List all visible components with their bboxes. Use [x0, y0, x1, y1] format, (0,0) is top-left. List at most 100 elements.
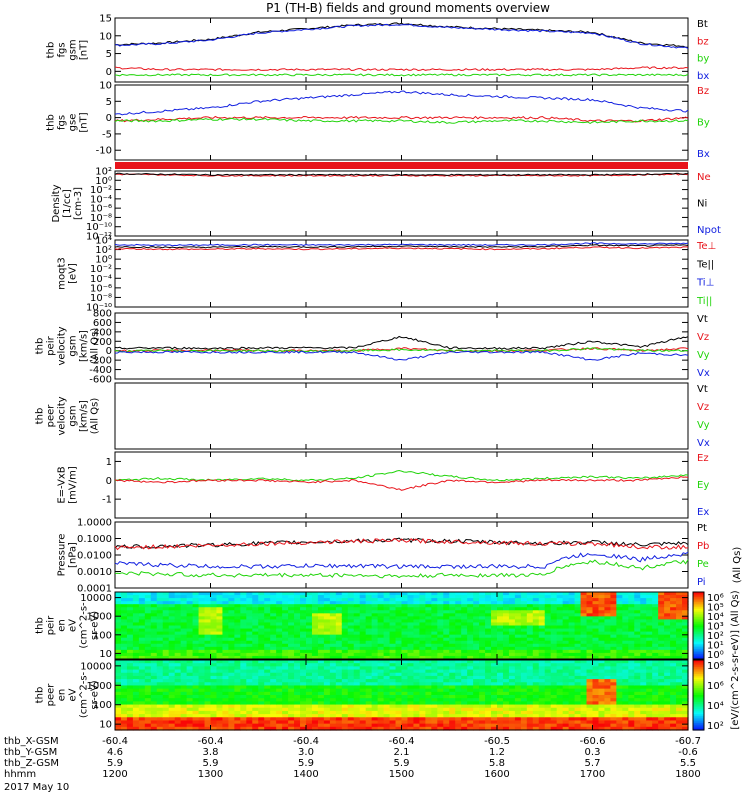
heatmap-cell: [407, 643, 415, 648]
heatmap-cell: [323, 704, 331, 709]
heatmap-cell: [443, 691, 450, 696]
heatmap-cell: [479, 720, 486, 725]
heatmap-cell: [544, 669, 552, 674]
heatmap-cell: [192, 669, 200, 674]
heatmap-cell: [664, 669, 671, 674]
heatmap-cell: [479, 622, 486, 627]
heatmap-cell: [162, 704, 170, 709]
heatmap-cell: [144, 714, 152, 718]
heatmap-cell: [395, 679, 403, 683]
heatmap-cell: [162, 634, 170, 639]
heatmap-cell: [622, 707, 629, 712]
heatmap-cell: [210, 691, 218, 696]
heatmap-cell: [138, 701, 146, 706]
colorbar-cell: [693, 597, 704, 600]
heatmap-cell: [222, 652, 230, 657]
heatmap-cell: [311, 666, 319, 671]
y-tick-label: 10⁻⁸: [90, 213, 112, 224]
heatmap-cell: [431, 704, 438, 709]
heatmap-cell: [270, 701, 277, 706]
heatmap-cell: [598, 604, 606, 608]
heatmap-cell: [485, 634, 492, 639]
colorbar-cell: [693, 615, 704, 618]
heatmap-cell: [132, 610, 140, 614]
heatmap-cell: [407, 625, 415, 630]
heatmap-cell: [186, 720, 194, 725]
heatmap-cell: [532, 682, 540, 687]
heatmap-cell: [616, 643, 623, 648]
heatmap-cell: [186, 592, 194, 596]
heatmap-cell: [138, 682, 146, 687]
heatmap-cell: [216, 622, 224, 627]
heatmap-cell: [544, 666, 552, 671]
heatmap-cell: [526, 685, 534, 690]
heatmap-cell: [353, 613, 361, 617]
heatmap-cell: [437, 701, 444, 706]
heatmap-cell: [383, 616, 391, 621]
heatmap-cell: [562, 698, 570, 702]
heatmap-cell: [282, 726, 289, 731]
heatmap-cell: [168, 714, 176, 718]
heatmap-cell: [616, 701, 623, 706]
heatmap-cell: [252, 625, 259, 630]
heatmap-cell: [126, 679, 134, 683]
heatmap-cell: [461, 610, 468, 614]
heatmap-cell: [443, 625, 450, 630]
heatmap-cell: [311, 637, 319, 642]
heatmap-cell: [502, 669, 510, 674]
heatmap-cell: [150, 726, 158, 731]
heatmap-cell: [156, 649, 164, 654]
heatmap-cell: [335, 691, 343, 696]
heatmap-cell: [497, 723, 504, 728]
legend-entry: Pt: [697, 523, 707, 534]
heatmap-cell: [216, 726, 224, 731]
heatmap-cell: [288, 707, 295, 712]
heatmap-cell: [341, 714, 349, 718]
heatmap-cell: [240, 717, 247, 722]
heatmap-cell: [491, 695, 498, 699]
heatmap-cell: [341, 601, 349, 605]
heatmap-cell: [132, 646, 140, 651]
y-axis-label: eV: [68, 688, 79, 701]
heatmap-cell: [592, 628, 600, 633]
heatmap-cell: [550, 604, 558, 608]
heatmap-cell: [132, 604, 140, 608]
heatmap-cell: [419, 655, 426, 660]
heatmap-cell: [514, 695, 522, 699]
heatmap-cell: [473, 652, 480, 657]
heatmap-cell: [162, 695, 170, 699]
heatmap-cell: [514, 669, 522, 674]
heatmap-cell: [598, 619, 606, 624]
heatmap-cell: [646, 595, 653, 599]
heatmap-cell: [132, 613, 140, 617]
colorbar-cell: [693, 660, 704, 663]
heatmap-cell: [311, 598, 319, 602]
heatmap-cell: [132, 660, 140, 664]
heatmap-cell: [652, 637, 659, 642]
heatmap-cell: [670, 613, 677, 617]
heatmap-cell: [323, 669, 331, 674]
heatmap-cell: [401, 714, 409, 718]
heatmap-cell: [132, 726, 140, 731]
colorbar-label: 10¹: [707, 641, 724, 652]
heatmap-cell: [449, 691, 456, 696]
heatmap-cell: [682, 652, 689, 657]
heatmap-cell: [431, 682, 438, 687]
heatmap-cell: [520, 643, 528, 648]
colorbar-cell: [693, 702, 704, 705]
heatmap-cell: [574, 695, 582, 699]
heatmap-cell: [383, 720, 391, 725]
y-axis-label: [1/cc]: [62, 189, 73, 218]
heatmap-cell: [252, 663, 259, 667]
heatmap-cell: [395, 663, 403, 667]
heatmap-cell: [556, 628, 564, 633]
heatmap-cell: [246, 698, 253, 702]
heatmap-cell: [502, 679, 510, 683]
heatmap-cell: [240, 695, 247, 699]
heatmap-cell: [174, 669, 182, 674]
heatmap-cell: [598, 698, 606, 702]
heatmap-cell: [258, 663, 265, 667]
y-tick-label: 10²: [95, 245, 112, 256]
